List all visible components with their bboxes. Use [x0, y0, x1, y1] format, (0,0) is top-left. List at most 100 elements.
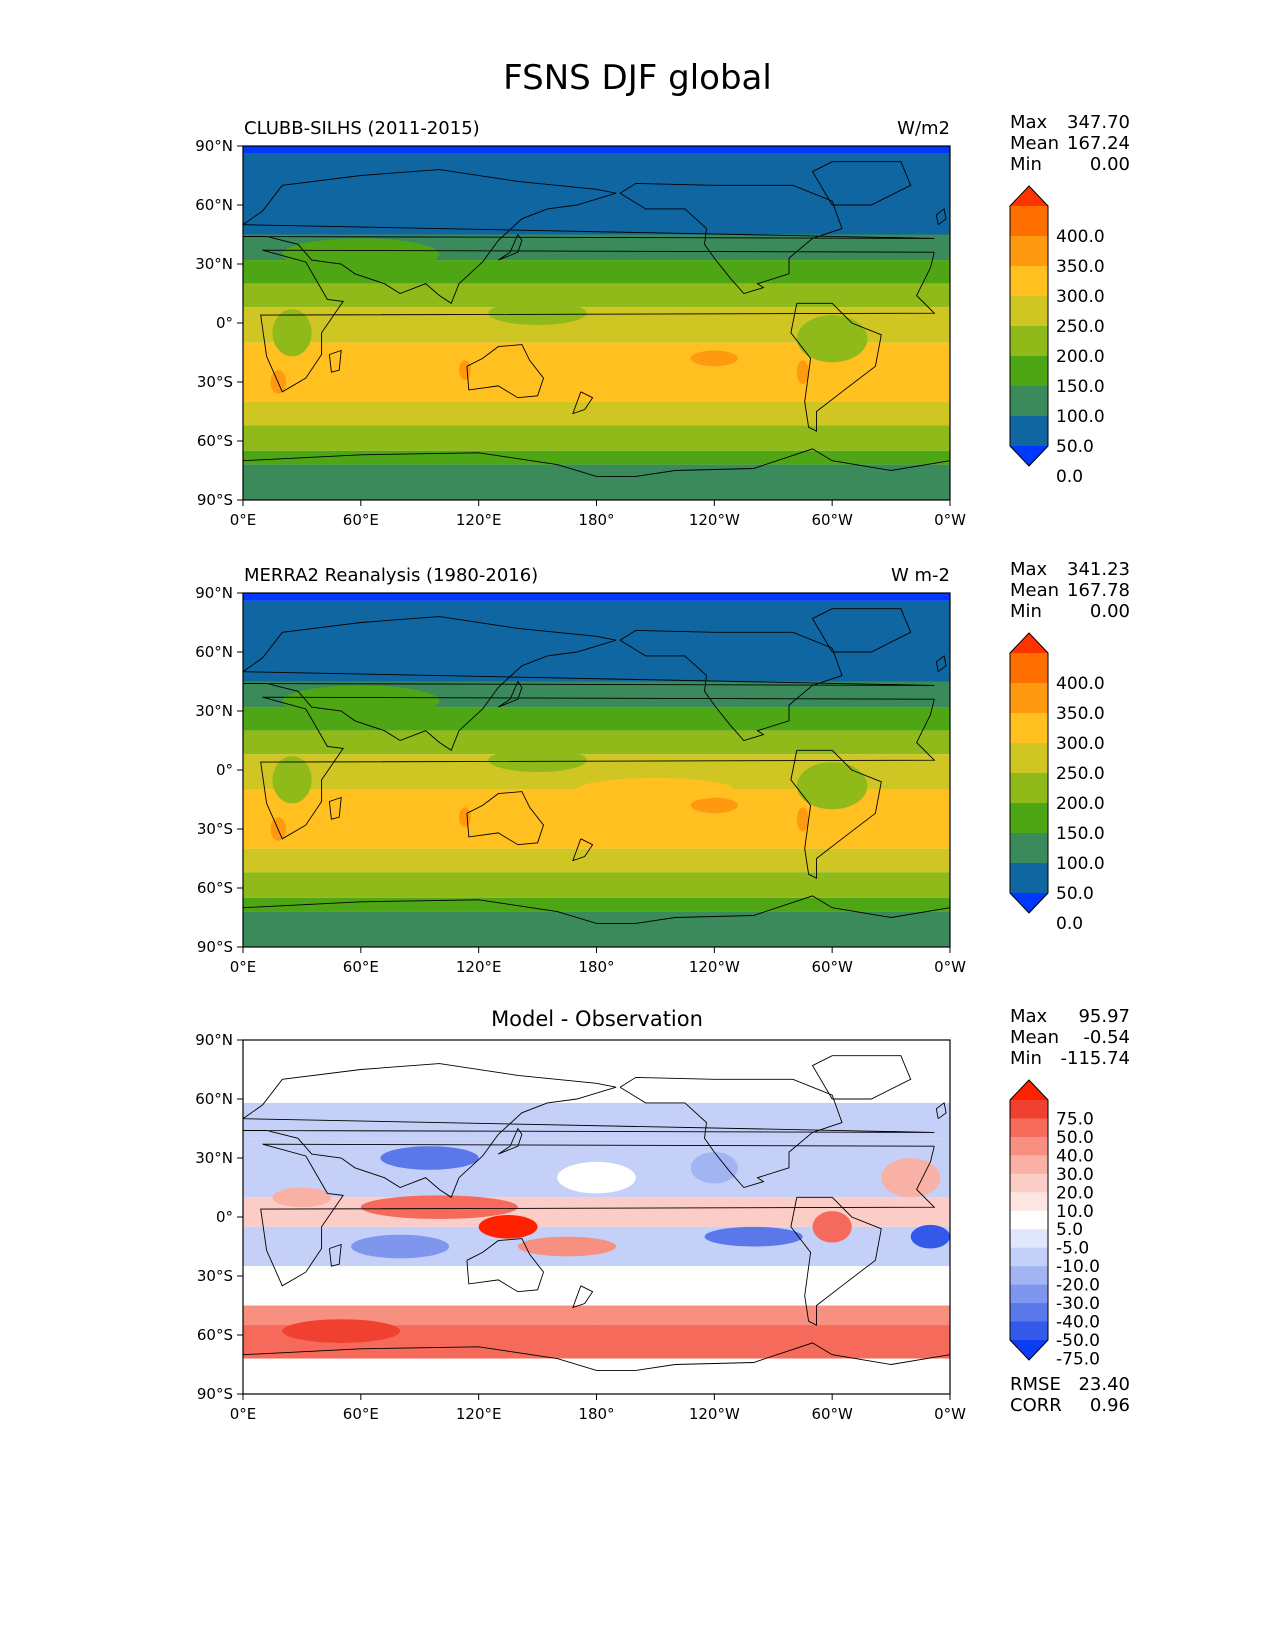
lat-tick-label: 60°S	[197, 432, 233, 450]
coastline	[243, 1063, 935, 1198]
colorbar-segment	[1010, 266, 1048, 297]
lon-tick-label: 0°E	[230, 958, 257, 976]
figure-title: FSNS DJF global	[503, 58, 772, 98]
lat-tick-label: 60°N	[195, 643, 233, 661]
panel1-field-feature	[459, 360, 471, 381]
coastline	[328, 796, 342, 820]
colorbar-segment	[1010, 386, 1048, 417]
colorbar-label: 100.0	[1056, 854, 1105, 874]
panel2-field-feature	[690, 797, 738, 814]
panel1-field-feature	[272, 309, 312, 357]
coastline	[619, 629, 843, 742]
panel1-field-band	[243, 153, 950, 235]
colorbar-label: 50.0	[1056, 437, 1094, 457]
coastline	[572, 391, 594, 415]
colorbar-segment	[1010, 1136, 1048, 1156]
colorbar-segment	[1010, 356, 1048, 387]
colorbar-label: 20.0	[1056, 1183, 1094, 1203]
colorbar-segment	[1010, 773, 1048, 804]
lat-tick-label: 30°S	[197, 820, 233, 838]
panel3-title: Model - Observation	[491, 1007, 703, 1031]
panel2-field-feature	[796, 762, 868, 810]
panel3-field-feature	[282, 1319, 401, 1343]
coastline	[260, 1143, 936, 1287]
colorbar-label: 300.0	[1056, 287, 1105, 307]
panel2-field-band	[243, 911, 950, 947]
colorbar-segment	[1010, 653, 1048, 684]
coastline	[572, 1285, 594, 1309]
panel2-field-feature	[272, 756, 312, 804]
coastline	[790, 749, 882, 879]
colorbar-segment	[1010, 1266, 1048, 1286]
coastline	[811, 608, 912, 653]
coastline	[466, 1238, 545, 1293]
lat-tick-label: 30°N	[195, 702, 233, 720]
lat-tick-label: 60°S	[197, 1326, 233, 1344]
panel3-field-feature	[690, 1152, 738, 1184]
panel3-field-feature	[537, 1325, 656, 1345]
coastline	[328, 1243, 342, 1267]
lat-tick-label: 0°	[216, 761, 233, 779]
colorbar-segment	[1010, 833, 1048, 864]
colorbar-segment	[1010, 1192, 1048, 1212]
panel3-map	[243, 1040, 950, 1394]
panel1-field-feature	[282, 238, 440, 270]
colorbar-segment	[1010, 416, 1048, 447]
panel3-colorbar: 75.050.040.030.020.010.05.0-5.0-10.0-20.…	[1009, 1079, 1100, 1369]
panel2-coastlines	[243, 608, 950, 924]
colorbar-label: 400.0	[1056, 674, 1105, 694]
panel1-field-band	[243, 401, 950, 426]
lon-tick-label: 60°W	[811, 1405, 853, 1423]
panel1-colorbar: 400.0 350.0 300.0 250.0 200.0 150.0 100.0 50.0 0…	[1009, 185, 1105, 487]
panel1-field-feature	[796, 360, 809, 384]
panel3-field-feature	[272, 1187, 332, 1208]
lon-tick-label: 180°	[578, 511, 614, 529]
colorbar-label: 300.0	[1056, 734, 1105, 754]
colorbar-label: 150.0	[1056, 377, 1105, 397]
panel1-field-band	[243, 425, 950, 451]
lat-tick-label: 30°N	[195, 255, 233, 273]
lat-tick-label: 30°S	[197, 373, 233, 391]
colorbar-label: 10.0	[1056, 1202, 1094, 1222]
panel2-field-band	[243, 872, 950, 898]
panel3-field-feature	[517, 1236, 617, 1257]
coastline	[619, 182, 843, 295]
panel2-field-band	[243, 593, 950, 601]
coastline	[466, 344, 545, 399]
panel1-field-feature	[796, 315, 868, 363]
colorbar-outline	[1009, 632, 1049, 914]
colorbar-label: 0.0	[1056, 467, 1083, 487]
coastline	[935, 1102, 947, 1120]
panel3-field-feature	[557, 1161, 636, 1194]
panel2-field-feature	[488, 748, 587, 772]
lat-tick-label: 90°S	[197, 938, 233, 956]
lat-tick-label: 0°	[216, 314, 233, 332]
colorbar-label: -30.0	[1056, 1294, 1100, 1314]
panel2-field-band	[243, 897, 950, 912]
panel2-field-feature	[796, 807, 809, 831]
lat-tick-label: 90°S	[197, 1385, 233, 1403]
colorbar-label: 75.0	[1056, 1109, 1094, 1129]
lon-tick-label: 0°W	[934, 958, 966, 976]
panel1-field-feature	[488, 301, 587, 325]
colorbar-extend-max	[1010, 633, 1048, 653]
lon-tick-label: 120°W	[689, 1405, 740, 1423]
lon-tick-label: 60°E	[343, 511, 379, 529]
panel3-field-feature	[881, 1158, 941, 1198]
lon-tick-label: 0°E	[230, 511, 257, 529]
coastline	[498, 233, 523, 261]
colorbar-segment	[1010, 683, 1048, 714]
lat-tick-label: 90°N	[195, 584, 233, 602]
coastline	[790, 1196, 882, 1326]
panel3-field-feature	[910, 1224, 950, 1249]
lon-tick-label: 0°W	[934, 1405, 966, 1423]
panel2-axes: 0°E 60°E 120°E 180° 120°W 60°W 0°W 90°N 60°N 30°N…	[195, 584, 966, 976]
coastline	[243, 448, 950, 477]
colorbar-extend-min	[1010, 893, 1048, 913]
colorbar-segment	[1010, 1173, 1048, 1193]
coastline	[790, 302, 882, 432]
lon-tick-label: 0°E	[230, 1405, 257, 1423]
colorbar-segment	[1010, 713, 1048, 744]
coastline	[243, 895, 950, 924]
colorbar-segment	[1010, 743, 1048, 774]
